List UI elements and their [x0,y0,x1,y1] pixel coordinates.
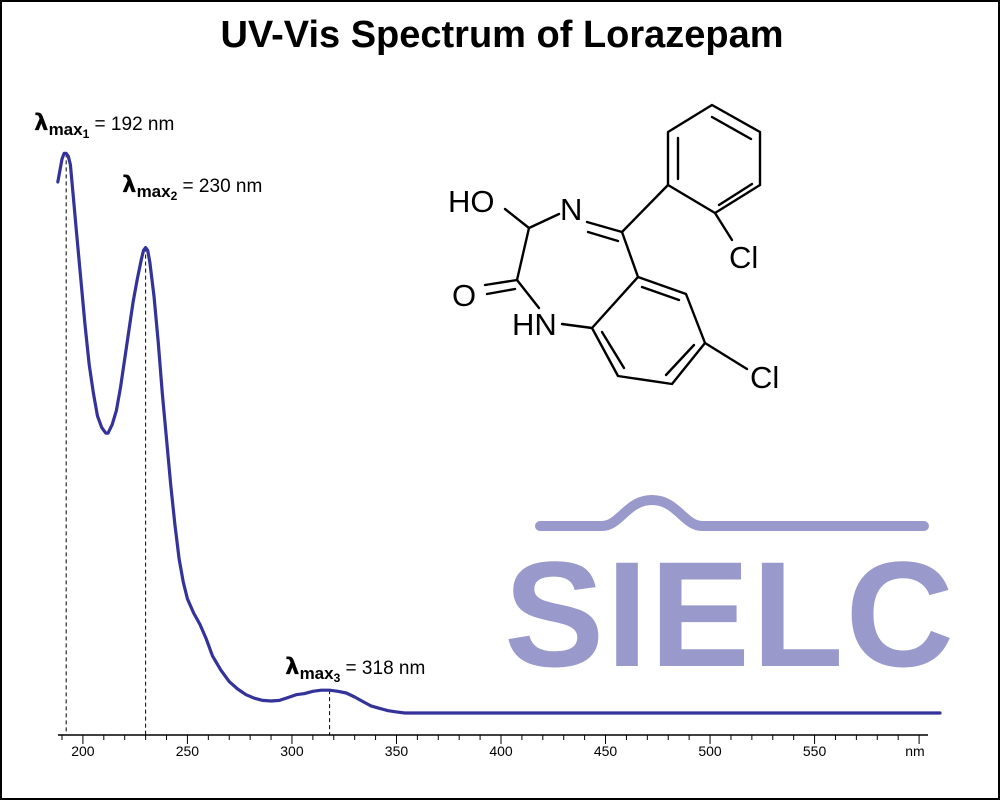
peak-label-subscript: max [49,120,84,139]
atom-label-o: O [452,278,476,313]
structure-atom-labels: HO N O HN Cl Cl [448,184,779,395]
c2-o-double-bond [483,278,519,287]
c3-to-c2-bond [515,226,531,282]
x-tick-label: 400 [489,743,513,759]
x-axis: 200 250 300 350 400 450 500 550 nm [58,734,928,759]
peak-label-value: = 318 nm [340,658,425,679]
watermark-arc-line [535,494,929,531]
atom-label-cl-phenyl: Cl [729,240,758,275]
chart-title: UV-Vis Spectrum of Lorazepam [220,14,783,56]
atom-label-hn: HN [512,307,557,342]
watermark-text: SIELC [504,530,956,698]
spectrum-line [56,151,942,715]
x-tick-label: 200 [71,743,95,759]
x-tick-label: 300 [280,743,304,759]
benzo-inner-bond-2 [664,343,696,377]
x-tick-label: 250 [176,743,200,759]
peak-label-subscript: max [300,664,335,683]
c5-to-benzo-bond [620,230,640,279]
peak-label-subscript: max [137,182,172,201]
peak-label-value: = 230 nm [177,176,262,197]
peak-label-index: 3 [334,671,341,685]
peak-label-index: 1 [83,127,90,141]
x-tick-label: 500 [698,743,722,759]
benzo-inner-bond-3 [600,330,626,370]
peak-label-lambda: λ [34,110,49,136]
peak-label-index: 2 [171,189,178,203]
n-to-c3-bond [527,212,561,230]
peak-label-lambda: λ [122,172,137,198]
peak-label-lambda: λ [285,654,300,680]
x-tick-label: 350 [385,743,409,759]
spectrum-series [56,151,942,715]
ring-to-cl-bond [713,211,734,242]
x-axis-unit-label: nm [905,743,924,759]
x-tick-label: 550 [803,743,827,759]
c-n-double-bond-inner [586,230,620,243]
benzo-inner-bond-1 [640,285,681,302]
nh-to-benzo-bond [560,322,594,330]
phenyl-inner-bond-3 [717,182,754,207]
benzo-ring-bonds [590,275,707,386]
benzo-to-cl-bond [703,341,749,371]
diazepine-to-phenyl-bond [620,183,670,234]
x-tick-label: 450 [594,743,618,759]
peak-drop-lines [65,153,331,735]
atom-label-cl-benzo: Cl [750,360,779,395]
atom-label-oh: HO [448,184,495,219]
atom-label-n: N [560,192,582,227]
lorazepam-structure [483,103,762,386]
peak-label: λmax2 = 230 nm [122,172,262,203]
c2-o-double-bond-inner [485,287,517,296]
peak-label: λmax3 = 318 nm [285,654,425,685]
c3-to-oh-bond [503,207,531,230]
sielc-watermark-logo: SIELC [504,494,956,698]
c-n-double-bond [585,220,624,234]
c2-to-nh-bond [515,278,541,310]
chlorophenyl-ring-bonds [666,103,762,215]
peak-label-value: = 192 nm [89,114,174,135]
phenyl-inner-bond-1 [710,115,753,141]
peak-label: λmax1 = 192 nm [34,110,174,141]
